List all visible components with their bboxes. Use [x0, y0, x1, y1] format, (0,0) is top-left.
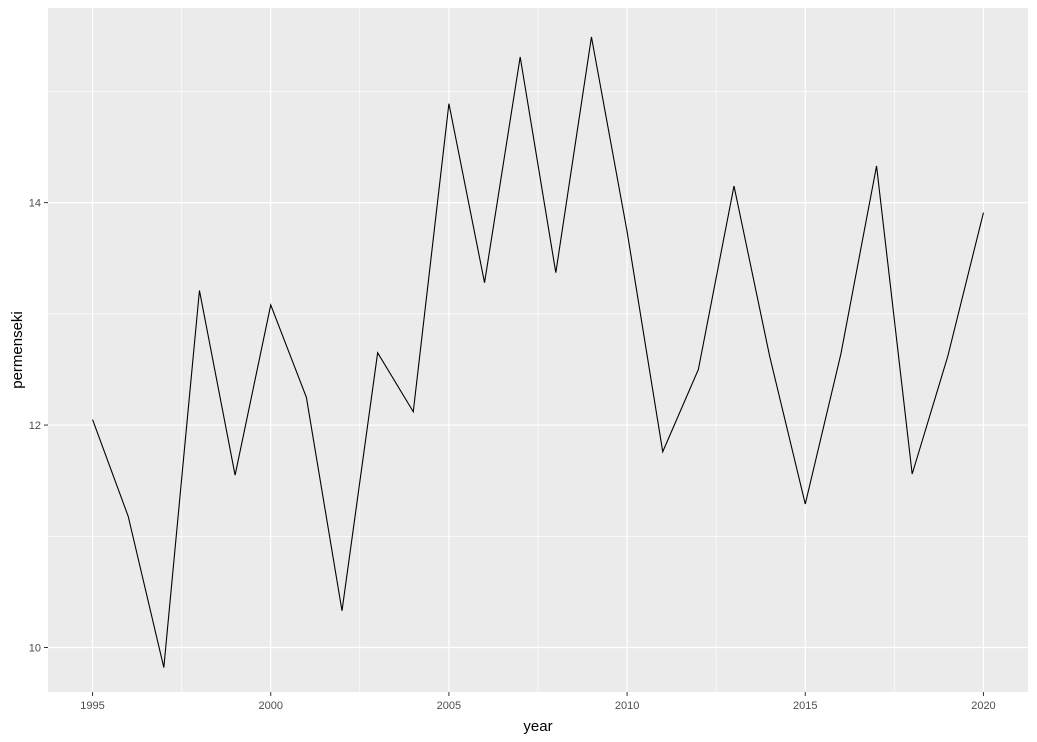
major-gridlines: [48, 8, 1028, 692]
y-axis: 10 12 14: [29, 198, 48, 655]
x-tick-label: 2005: [437, 700, 461, 712]
x-tick-label: 2015: [793, 700, 817, 712]
y-tick-label: 10: [29, 643, 41, 655]
x-tick-label: 1995: [80, 700, 104, 712]
x-tick-label: 2010: [615, 700, 639, 712]
y-axis-title: permenseki: [9, 311, 26, 389]
series-line: [92, 36, 984, 668]
series-layer: [92, 36, 984, 668]
y-tick-label: 12: [29, 420, 41, 432]
y-tick-label: 14: [29, 198, 41, 210]
minor-gridlines: [48, 8, 1028, 692]
x-tick-label: 2000: [258, 700, 282, 712]
x-axis-title: year: [523, 718, 552, 735]
x-axis: 1995 2000 2005 2010 2015 2020: [80, 692, 996, 712]
x-tick-label: 2020: [971, 700, 995, 712]
